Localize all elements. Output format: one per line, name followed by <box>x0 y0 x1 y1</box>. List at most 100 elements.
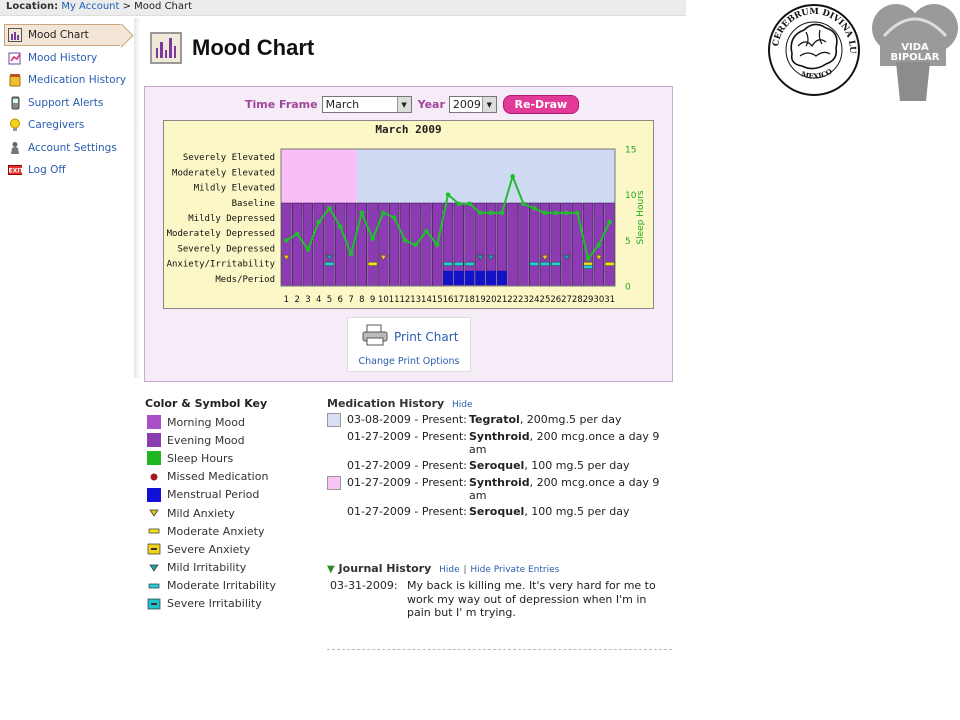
mood-chart-svg: Severely Elevated Moderately Elevated Mild… <box>167 146 646 306</box>
medication-row: 01-27-2009 - Present: Synthroid, 200 mcg.… <box>327 476 672 502</box>
x-day-label: 28 <box>572 295 583 305</box>
sleep-hours-point <box>381 210 386 216</box>
breadcrumb-current: Mood Chart <box>134 1 193 12</box>
x-day-label: 19 <box>475 295 486 305</box>
key-item: Morning Mood <box>145 413 315 431</box>
sidebar-item-medication-history[interactable]: Medication History <box>0 69 134 91</box>
key-item: Menstrual Period <box>145 486 315 504</box>
hide-private-entries-link[interactable]: Hide Private Entries <box>470 565 560 575</box>
sleep-hours-point <box>434 242 440 248</box>
medication-date-range: 03-08-2009 - Present: <box>347 413 467 426</box>
sleep-hours-point <box>391 215 397 220</box>
medication-date-range: 01-27-2009 - Present: <box>347 459 467 472</box>
medication-date-range: 01-27-2009 - Present: <box>347 430 467 443</box>
menstrual-period-mark <box>496 270 507 285</box>
mood-symbol-marker <box>604 261 615 266</box>
mood-bar <box>399 202 411 287</box>
mood-symbol-marker <box>282 254 290 261</box>
mood-symbol-marker <box>464 261 475 266</box>
key-item-label: Evening Mood <box>167 433 245 447</box>
key-item: Moderate Anxiety <box>145 522 315 540</box>
breadcrumb-link-my-account[interactable]: My Account <box>61 1 120 12</box>
medication-dose: , 100 mg.5 per day <box>524 505 630 518</box>
mood-bar <box>507 202 518 287</box>
medication-hide-link[interactable]: Hide <box>452 400 473 410</box>
key-item-label: Missed Medication <box>167 470 269 484</box>
mood-symbol-marker <box>595 254 603 261</box>
medication-name: Seroquel <box>469 505 525 518</box>
sidebar-item-mood-history[interactable]: Mood History <box>0 47 134 69</box>
key-swatch-icon <box>148 583 160 589</box>
timeframe-label: Time Frame <box>245 98 318 111</box>
print-chart-button[interactable]: Print Chart <box>362 324 458 350</box>
mood-history-icon <box>8 51 22 65</box>
x-day-label: 18 <box>464 295 475 305</box>
sidebar-item-support-alerts[interactable]: Support Alerts <box>0 92 134 114</box>
vida-bipolar-logo: VIDA BIPOLAR <box>872 4 958 101</box>
x-day-label: 15 <box>432 295 443 305</box>
medication-name: Synthroid <box>469 476 530 489</box>
key-item: Evening Mood <box>145 431 315 449</box>
plot-frame <box>280 148 616 287</box>
key-title: Color & Symbol Key <box>145 397 268 410</box>
x-day-label: 11 <box>389 295 400 305</box>
sleep-hours-point <box>499 210 505 216</box>
x-day-label: 22 <box>507 295 518 305</box>
medication-history-title: Medication History <box>327 397 445 410</box>
change-print-options-link[interactable]: Change Print Options <box>358 356 460 367</box>
menstrual-period-mark <box>475 270 486 285</box>
sleep-axis-tick: 5 <box>625 237 631 247</box>
sleep-hours-point <box>564 210 569 216</box>
medication-dose: , 200 mcg.once a day 9 am <box>469 430 660 456</box>
medication-row: 03-08-2009 - Present: Tegratol, 200mg.5 p… <box>327 413 672 427</box>
x-day-label: 31 <box>604 295 615 305</box>
sidebar-item-label: Account Settings <box>28 141 117 154</box>
sidebar-item-account-settings[interactable]: Account Settings <box>0 137 134 159</box>
sidebar-item-label: Medication History <box>28 74 127 86</box>
printer-icon <box>362 324 388 350</box>
key-item-label: Menstrual Period <box>167 488 260 502</box>
x-day-label: 6 <box>338 295 343 305</box>
x-day-label: 10 <box>378 295 389 305</box>
medication-row: 01-27-2009 - Present: Seroquel, 100 mg.5 … <box>327 505 672 519</box>
journal-history: ▼ Journal History Hide | Hide Private En… <box>327 562 672 650</box>
x-day-label: 7 <box>348 295 353 305</box>
mood-symbol-marker <box>541 254 549 261</box>
x-day-label: 20 <box>486 295 497 305</box>
x-day-label: 23 <box>518 295 529 305</box>
sleep-hours-point <box>327 206 332 211</box>
key-swatch-icon <box>148 528 160 534</box>
key-swatch-icon <box>147 544 161 555</box>
key-swatch-icon <box>147 451 161 466</box>
redraw-button[interactable]: Re-Draw <box>502 95 579 114</box>
sidebar-item-log-off[interactable]: EXIT Log Off <box>0 159 134 181</box>
svg-text:EXIT: EXIT <box>8 168 22 175</box>
x-day-label: 25 <box>540 295 551 305</box>
key-item: Missed Medication <box>145 468 315 486</box>
mood-bar <box>291 202 303 287</box>
key-swatch-icon <box>149 509 159 517</box>
sleep-hours-point <box>553 210 559 216</box>
key-item: Mild Anxiety <box>145 504 315 522</box>
mood-bar <box>421 202 432 287</box>
x-day-label: 5 <box>327 295 332 305</box>
x-day-label: 16 <box>443 295 454 305</box>
medication-icon <box>8 73 22 87</box>
key-list: Morning Mood Evening Mood Sleep Hours Misse… <box>145 413 315 613</box>
breadcrumb: Location: My Account > Mood Chart <box>0 0 686 16</box>
sidebar-item-caregivers[interactable]: Caregivers <box>0 114 134 136</box>
mood-bar <box>550 202 561 287</box>
sleep-hours-point <box>359 210 365 216</box>
timeframe-select[interactable]: March ▼ <box>321 96 412 113</box>
key-swatch-icon <box>147 415 161 430</box>
sleep-hours-point <box>478 210 483 216</box>
medication-history: Medication History Hide 03-08-2009 - Pre… <box>327 397 672 519</box>
sleep-hours-point <box>542 210 548 216</box>
sidebar-item-mood-chart[interactable]: Mood Chart <box>4 24 122 46</box>
menstrual-period-mark <box>464 270 475 285</box>
mood-symbol-marker <box>583 264 593 269</box>
key-item-label: Mild Irritability <box>167 561 247 575</box>
year-select[interactable]: 2009 ▼ <box>448 96 497 113</box>
expand-triangle-icon[interactable]: ▼ <box>327 564 335 575</box>
journal-hide-link[interactable]: Hide <box>439 565 460 575</box>
